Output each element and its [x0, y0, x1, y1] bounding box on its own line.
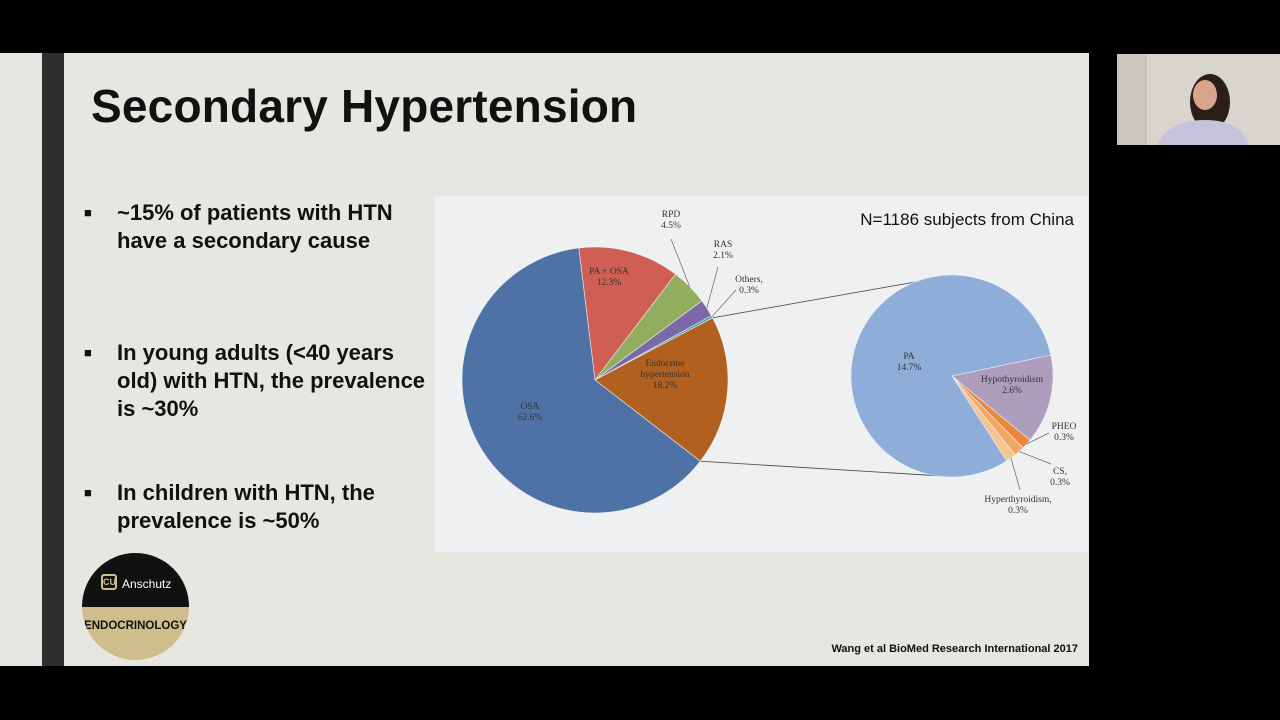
pie-chart-figure: OSA 62.6% PA + OSA 12.3% RPD 4.5% RAS 2.1% Other… — [435, 196, 1088, 552]
label-endocrine-hypertension: Endocrine hypertension 18.2% — [640, 359, 689, 391]
presenter-webcam-thumbnail — [1117, 54, 1280, 145]
label-others: Others, 0.3% — [735, 275, 763, 296]
label-ras: RAS 2.1% — [713, 240, 733, 261]
sample-size-annotation: N=1186 subjects from China — [860, 210, 1074, 229]
label-pheo: PHEO 0.3% — [1052, 422, 1077, 443]
label-cs: CS, 0.3% — [1050, 467, 1070, 488]
logo-name: Anschutz — [122, 577, 172, 591]
leader-line — [711, 289, 737, 317]
sub-slice-hypothyroidism — [951, 354, 1054, 441]
label-hyperthyroidism: Hyperthyroidism, 0.3% — [984, 495, 1051, 516]
main-slice-osa — [461, 247, 701, 514]
cu-logo-icon: CU — [101, 574, 117, 590]
bullet-item: ■ In children with HTN, the prevalence i… — [84, 479, 437, 535]
label-rpd: RPD 4.5% — [661, 210, 681, 231]
bullet-text: ~15% of patients with HTN have a seconda… — [117, 200, 393, 253]
bullet-item: ■ In young adults (<40 years old) with H… — [84, 339, 437, 423]
leader-line — [1026, 432, 1050, 445]
sub-pie — [850, 274, 1054, 478]
bullet-marker: ■ — [84, 345, 92, 360]
slide-left-bar — [42, 53, 64, 666]
sub-slice-pa — [850, 274, 1052, 478]
citation: Wang et al BioMed Research International… — [831, 643, 1078, 655]
leader-line — [670, 238, 690, 287]
leader-line — [706, 266, 719, 309]
main-slice-pa-osa — [578, 246, 676, 381]
label-pa: PA 14.7% — [897, 352, 922, 373]
slide-title: Secondary Hypertension — [91, 80, 638, 132]
logo-dept: ENDOCRINOLOGY — [84, 620, 187, 632]
logo-top-band — [82, 553, 189, 607]
slice-labels: OSA 62.6% PA + OSA 12.3% RPD 4.5% RAS 2.1%Other… — [518, 210, 1077, 516]
bullet-marker: ■ — [84, 485, 92, 500]
slide: Secondary Hypertension ■ ~15% of patient… — [0, 53, 1089, 666]
connector-line-bottom — [700, 460, 943, 477]
leader-line — [1010, 457, 1021, 491]
bullet-text: In young adults (<40 years old) with HTN… — [117, 340, 426, 421]
cu-anschutz-endocrinology-logo: CU Anschutz ENDOCRINOLOGY — [82, 553, 189, 660]
label-pa-osa: PA + OSA 12.3% — [589, 267, 629, 288]
label-hypothyroidism: Hypothyroidism 2.6% — [981, 375, 1044, 396]
label-osa: OSA 62.6% — [518, 402, 543, 423]
bullet-text: In children with HTN, the prevalence is … — [117, 480, 375, 533]
bullet-marker: ■ — [84, 205, 92, 220]
logo-bottom-band — [82, 607, 189, 660]
presenter-video-icon — [1117, 54, 1280, 145]
bullet-item: ■ ~15% of patients with HTN have a secon… — [84, 199, 437, 255]
pie-chart-svg: OSA 62.6% PA + OSA 12.3% RPD 4.5% RAS 2.1%Other… — [461, 210, 1077, 516]
leader-line — [1019, 451, 1052, 465]
main-slice-endocrine-hypertension — [594, 317, 729, 462]
main-pie — [461, 246, 729, 514]
